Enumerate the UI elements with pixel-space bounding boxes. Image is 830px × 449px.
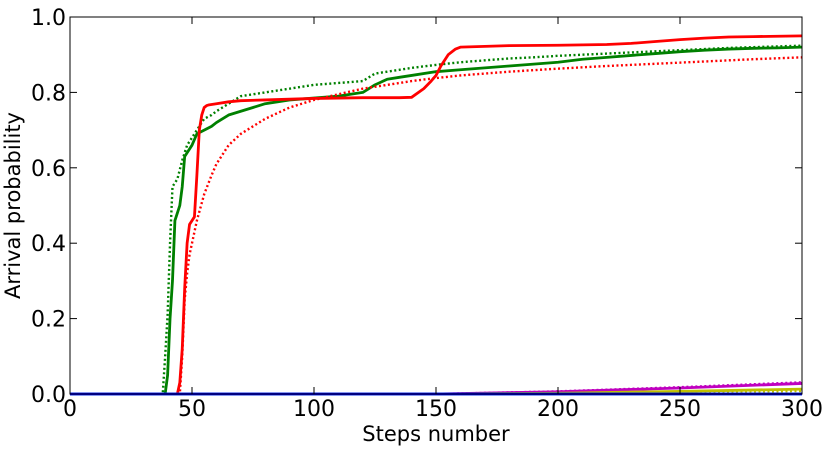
series-line-2 <box>70 44 803 396</box>
series-line-1 <box>70 45 803 396</box>
y-tick-label: 0.2 <box>31 308 66 333</box>
series-line-3 <box>70 34 803 396</box>
x-tick-label: 100 <box>293 397 335 422</box>
ticks-layer: 0 50 100 150 200 250 300 0.0 0.2 0.4 0.6 0.8 1.0 <box>31 6 823 422</box>
series-layer <box>70 34 803 396</box>
y-tick-label: 1.0 <box>31 6 66 31</box>
x-tick-label: 0 <box>63 397 77 422</box>
series-line-4 <box>70 56 803 396</box>
y-tick-label: 0.6 <box>31 157 66 182</box>
x-tick-label: 50 <box>178 397 206 422</box>
y-tick-label: 0.4 <box>31 232 66 257</box>
x-tick-label: 200 <box>537 397 579 422</box>
y-tick-label: 0.8 <box>31 81 66 106</box>
x-tick-label: 250 <box>659 397 701 422</box>
x-tick-label: 300 <box>781 397 823 422</box>
y-tick-label: 0.0 <box>31 383 66 408</box>
x-tick-label: 150 <box>415 397 457 422</box>
y-axis-title: Arrival probability <box>1 112 25 299</box>
x-axis-title: Steps number <box>362 422 510 446</box>
